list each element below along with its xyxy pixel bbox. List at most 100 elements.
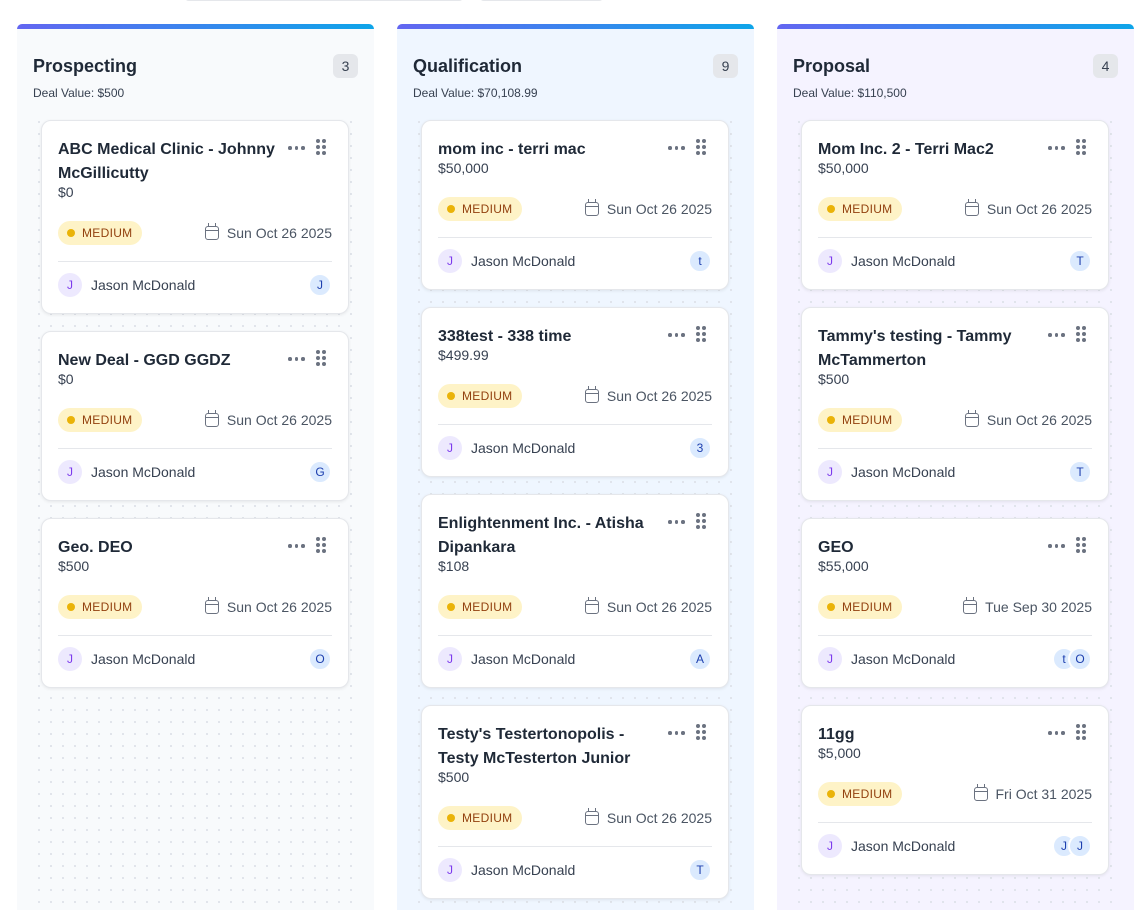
contact-avatar[interactable]: T (1068, 460, 1092, 484)
column-drop-lane: mom inc - terri mac $50,000 MEDIUM Sun Oct … (413, 116, 738, 910)
close-date: Sun Oct 26 2025 (964, 199, 1092, 217)
contact-avatar[interactable]: 3 (688, 436, 712, 460)
close-date: Tue Sep 30 2025 (963, 597, 1092, 615)
drag-handle-icon[interactable] (1076, 724, 1086, 740)
column-title: Qualification (413, 56, 523, 76)
drag-handle-icon[interactable] (316, 139, 326, 155)
column-accent-bar (777, 24, 1134, 29)
contact-avatar[interactable]: G (308, 460, 332, 484)
more-horizontal-icon[interactable] (288, 356, 306, 362)
deal-title[interactable]: GEO (818, 539, 854, 556)
owner-avatar: J (438, 858, 462, 882)
deal-card[interactable]: ABC Medical Clinic - Johnny McGillicutty… (41, 120, 349, 314)
deal-title[interactable]: ABC Medical Clinic - Johnny McGillicutty (58, 141, 275, 182)
deal-title[interactable]: mom inc - terri mac (438, 141, 586, 158)
deal-card[interactable]: New Deal - GGD GGDZ $0 MEDIUM Sun Oct 26 20… (41, 331, 349, 501)
drag-handle-icon[interactable] (1076, 326, 1086, 342)
contact-avatar[interactable]: O (308, 647, 332, 671)
more-horizontal-icon[interactable] (1048, 145, 1066, 151)
card-divider (58, 261, 332, 262)
deal-card[interactable]: Enlightenment Inc. - Atisha Dipankara $10… (421, 494, 729, 688)
priority-dot (67, 603, 75, 611)
more-horizontal-icon[interactable] (668, 730, 686, 736)
more-horizontal-icon[interactable] (288, 543, 306, 549)
drag-handle-icon[interactable] (696, 513, 706, 529)
more-horizontal-icon[interactable] (668, 332, 686, 338)
deal-amount: $50,000 (438, 160, 489, 176)
contact-avatars: T (1068, 460, 1092, 484)
owner-name: Jason McDonald (851, 253, 956, 269)
deal-card[interactable]: 11gg $5,000 MEDIUM Fri Oct 31 2025 J Jason Mc… (801, 705, 1109, 875)
deal-card[interactable]: Tammy's testing - Tammy McTammerton $500 M… (801, 307, 1109, 501)
contact-avatars: A (688, 647, 712, 671)
owner-name: Jason McDonald (851, 838, 956, 854)
column-accent-bar (17, 24, 374, 29)
contact-avatar[interactable]: O (1068, 647, 1092, 671)
priority-label: MEDIUM (462, 389, 513, 403)
more-horizontal-icon[interactable] (668, 145, 686, 151)
drag-handle-icon[interactable] (316, 537, 326, 553)
owner-avatar: J (818, 249, 842, 273)
contact-avatar[interactable]: T (1068, 249, 1092, 273)
deal-amount: $500 (58, 558, 90, 574)
calendar-icon (584, 597, 599, 614)
close-date: Sun Oct 26 2025 (204, 597, 332, 615)
drag-handle-icon[interactable] (1076, 537, 1086, 553)
priority-dot (447, 603, 455, 611)
drag-handle-icon[interactable] (696, 139, 706, 155)
drag-handle-icon[interactable] (696, 326, 706, 342)
owner-avatar: J (818, 460, 842, 484)
deal-card[interactable]: Testy's Testertonopolis - Testy McTester… (421, 705, 729, 899)
card-divider (438, 237, 712, 238)
contact-avatars: t (688, 249, 712, 273)
deal-owner: J Jason McDonald (438, 647, 575, 671)
more-horizontal-icon[interactable] (668, 519, 686, 525)
contact-avatars: T (1068, 249, 1092, 273)
contact-avatar[interactable]: t (688, 249, 712, 273)
priority-badge: MEDIUM (438, 384, 523, 408)
contact-avatar[interactable]: J (1068, 834, 1092, 858)
owner-name: Jason McDonald (471, 651, 576, 667)
deal-owner: J Jason McDonald (438, 858, 575, 882)
deal-card[interactable]: Mom Inc. 2 - Terri Mac2 $50,000 MEDIUM Sun … (801, 120, 1109, 290)
deal-title[interactable]: 338test - 338 time (438, 328, 572, 345)
drag-handle-icon[interactable] (1076, 139, 1086, 155)
deal-title[interactable]: New Deal - GGD GGDZ (58, 352, 231, 369)
deal-card[interactable]: GEO $55,000 MEDIUM Tue Sep 30 2025 J Jason Mc… (801, 518, 1109, 688)
close-date: Sun Oct 26 2025 (584, 597, 712, 615)
deal-title[interactable]: Mom Inc. 2 - Terri Mac2 (818, 141, 994, 158)
pipeline-column-proposal: Proposal 4 Deal Value: $110,500 Mom Inc. 2 … (777, 24, 1134, 910)
drag-handle-icon[interactable] (696, 724, 706, 740)
deal-title[interactable]: Testy's Testertonopolis - Testy McTester… (438, 726, 631, 767)
priority-label: MEDIUM (462, 202, 513, 216)
contact-avatar[interactable]: T (688, 858, 712, 882)
top-toolbar-fragment (480, 0, 603, 1)
priority-dot (827, 416, 835, 424)
close-date-text: Sun Oct 26 2025 (226, 599, 332, 615)
contact-avatar[interactable]: J (308, 273, 332, 297)
close-date: Sun Oct 26 2025 (964, 410, 1092, 428)
priority-dot (827, 603, 835, 611)
close-date-text: Tue Sep 30 2025 (985, 599, 1092, 615)
more-horizontal-icon[interactable] (1048, 730, 1066, 736)
calendar-icon (964, 199, 979, 216)
column-header: Prospecting 3 Deal Value: $500 (17, 29, 374, 121)
deal-card[interactable]: Geo. DEO $500 MEDIUM Sun Oct 26 2025 J Jason … (41, 518, 349, 688)
deal-title[interactable]: Tammy's testing - Tammy McTammerton (818, 328, 1012, 369)
priority-label: MEDIUM (82, 226, 133, 240)
more-horizontal-icon[interactable] (1048, 543, 1066, 549)
deal-card[interactable]: mom inc - terri mac $50,000 MEDIUM Sun Oct … (421, 120, 729, 290)
owner-name: Jason McDonald (91, 464, 196, 480)
more-horizontal-icon[interactable] (1048, 332, 1066, 338)
close-date: Sun Oct 26 2025 (584, 808, 712, 826)
deal-title[interactable]: Enlightenment Inc. - Atisha Dipankara (438, 515, 644, 556)
deal-title[interactable]: 11gg (818, 726, 855, 743)
column-drop-lane: Mom Inc. 2 - Terri Mac2 $50,000 MEDIUM Sun … (793, 116, 1118, 910)
drag-handle-icon[interactable] (316, 350, 326, 366)
deal-card[interactable]: 338test - 338 time $499.99 MEDIUM Sun Oct 2… (421, 307, 729, 477)
more-horizontal-icon[interactable] (288, 145, 306, 151)
deal-title[interactable]: Geo. DEO (58, 539, 133, 556)
calendar-icon (204, 223, 219, 240)
owner-avatar: J (58, 460, 82, 484)
contact-avatar[interactable]: A (688, 647, 712, 671)
